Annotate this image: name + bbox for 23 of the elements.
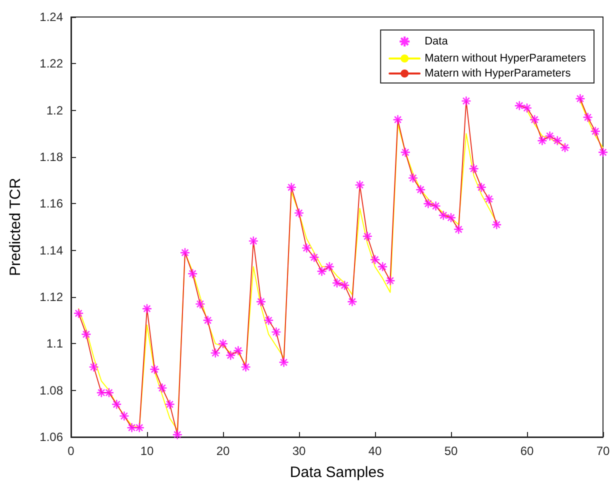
x-tick-label: 40 <box>368 444 382 458</box>
x-axis-title: Data Samples <box>290 464 384 481</box>
y-tick-label: 1.1 <box>46 336 64 351</box>
legend-label: Matern with HyperParameters <box>424 68 572 80</box>
x-tick-label: 50 <box>444 444 458 458</box>
x-tick-label: 10 <box>140 444 154 458</box>
legend-label: Matern without HyperParameters <box>424 52 586 64</box>
y-tick-label: 1.08 <box>40 383 64 398</box>
x-tick-label: 70 <box>596 444 610 458</box>
y-axis-title: Predicted TCR <box>7 178 24 276</box>
y-tick-label: 1.16 <box>40 196 64 211</box>
x-tick-label: 30 <box>292 444 306 458</box>
y-tick-label: 1.22 <box>40 56 64 71</box>
y-tick-label: 1.14 <box>40 243 64 258</box>
y-tick-label: 1.06 <box>40 430 64 444</box>
y-tick-label: 1.24 <box>40 10 64 24</box>
x-tick-label: 60 <box>520 444 534 458</box>
x-tick-label: 0 <box>68 444 75 458</box>
y-tick-label: 1.2 <box>46 103 64 118</box>
legend-label: Data <box>424 36 449 48</box>
y-tick-label: 1.12 <box>40 290 64 304</box>
y-tick-label: 1.18 <box>40 150 64 164</box>
x-tick-label: 20 <box>216 444 230 458</box>
